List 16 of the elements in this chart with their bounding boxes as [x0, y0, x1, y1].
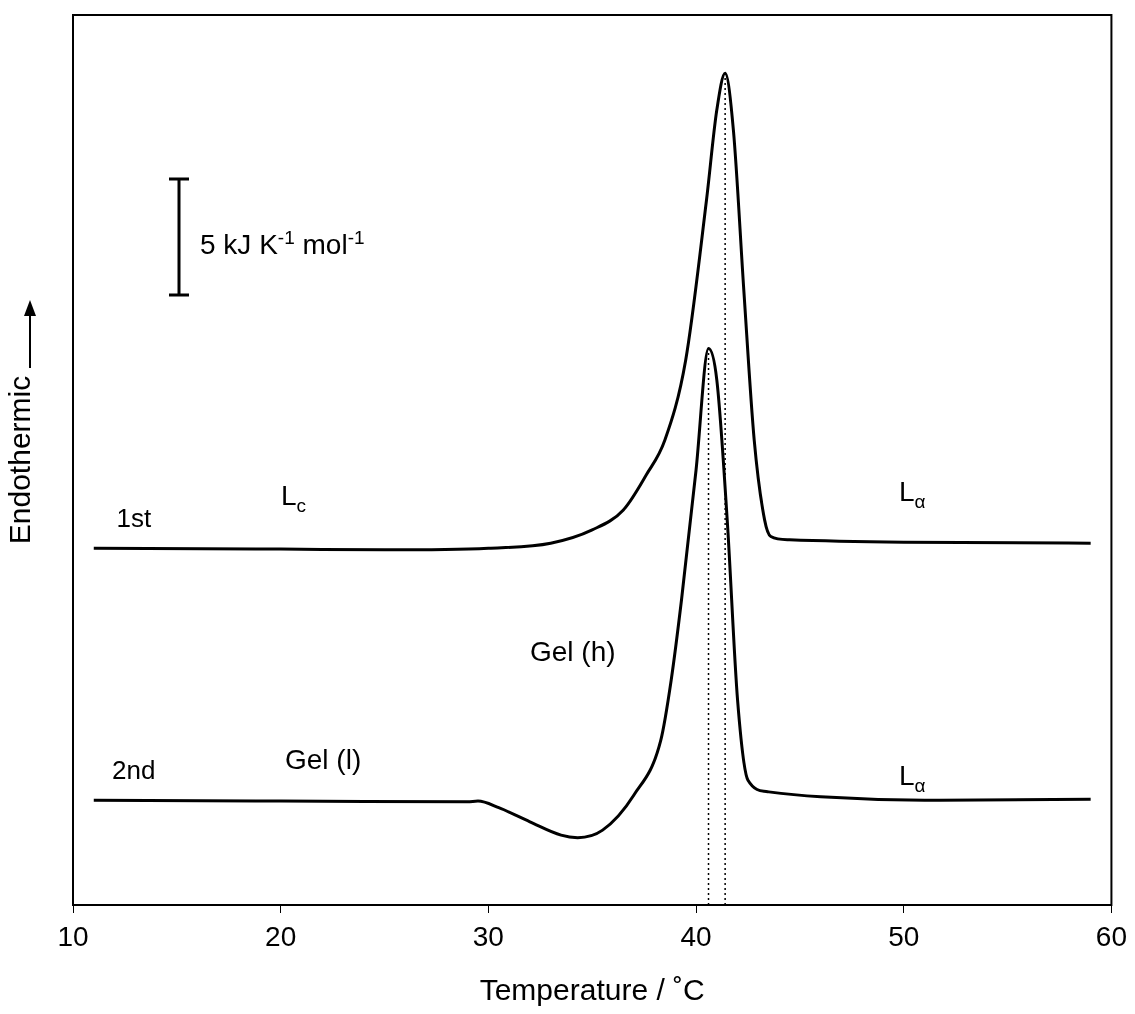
- annotation: Gel (l): [285, 744, 362, 775]
- annotation: 5 kJ K$^{-1}$ mol$^{-1}$: [200, 227, 365, 261]
- x-tick-label: 40: [680, 920, 712, 952]
- x-axis-title: Temperature / ˚C: [479, 973, 705, 1007]
- y-axis-title: Endothermic: [3, 375, 37, 545]
- x-tick-label: 60: [1095, 920, 1128, 952]
- x-tick-label: 20: [265, 920, 297, 952]
- series-label: 2nd: [112, 755, 156, 786]
- x-tick-label: 30: [472, 920, 504, 952]
- annotation: L$_{α}$: [899, 760, 926, 796]
- annotation: L$_{α}$: [899, 476, 926, 512]
- annotation: L$_{c}$: [281, 480, 307, 516]
- annotation: Gel (h): [530, 636, 616, 667]
- series-label: 1st: [116, 503, 152, 534]
- x-tick-label: 50: [888, 920, 920, 952]
- x-tick-label: 10: [57, 920, 89, 952]
